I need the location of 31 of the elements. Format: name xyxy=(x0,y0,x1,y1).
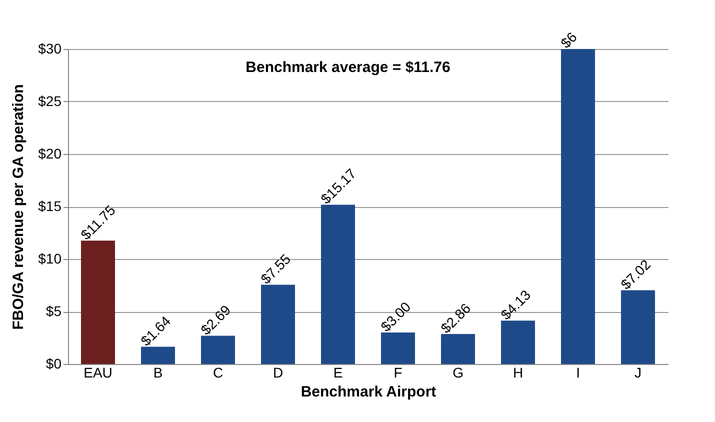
x-tick-label: G xyxy=(452,364,464,380)
bar xyxy=(501,320,535,364)
bar xyxy=(561,49,595,364)
bar xyxy=(621,290,655,364)
x-tick-label: H xyxy=(512,364,524,380)
x-tick-label: D xyxy=(272,364,284,380)
bar xyxy=(201,336,235,364)
annotation: $6 xyxy=(557,28,580,52)
bar xyxy=(81,240,115,364)
x-axis-title: Benchmark Airport xyxy=(300,384,436,400)
y-tick-label: $25 xyxy=(38,93,62,109)
y-tick-label: $5 xyxy=(46,303,62,319)
y-tick-label: $0 xyxy=(46,356,62,372)
y-tick-label: $10 xyxy=(38,250,62,266)
x-tick-label: J xyxy=(634,364,642,380)
bar xyxy=(321,204,355,364)
bar xyxy=(141,346,175,364)
x-tick-label: I xyxy=(576,364,580,380)
y-tick-label: $30 xyxy=(38,40,62,56)
x-tick-label: EAU xyxy=(84,364,112,380)
x-tick-label: B xyxy=(153,364,163,380)
y-axis-title: FBO/GA revenue per GA operation xyxy=(10,84,28,330)
x-tick-label: E xyxy=(333,364,343,380)
bar xyxy=(381,332,415,364)
annotation: Benchmark average = $11.76 xyxy=(246,59,450,76)
y-tick-label: $15 xyxy=(38,198,62,214)
y-tick-label: $20 xyxy=(38,146,62,162)
x-tick-label: F xyxy=(394,364,402,380)
x-tick-label: C xyxy=(212,364,224,380)
bar xyxy=(441,334,475,364)
bar xyxy=(261,284,295,364)
